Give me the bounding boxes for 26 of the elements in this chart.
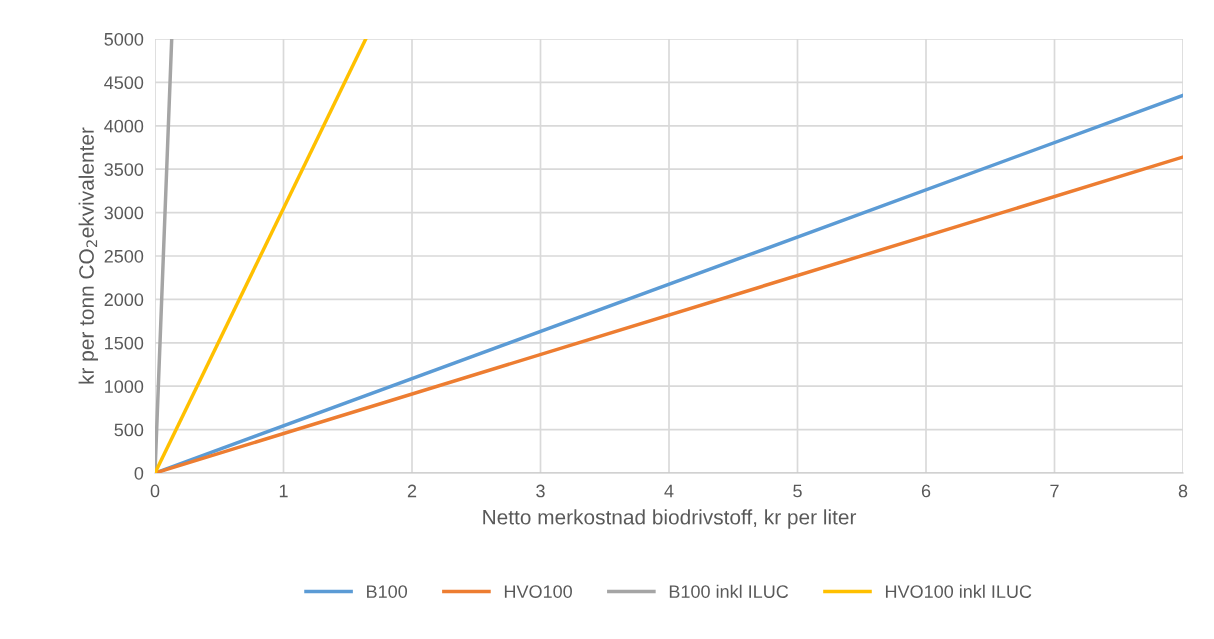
x-tick-label: 2 — [407, 484, 417, 498]
y-tick-label: 0 — [134, 466, 144, 480]
x-tick-label: 7 — [1050, 484, 1059, 498]
y-tick-label: 3000 — [104, 206, 144, 220]
x-tick-label: 8 — [1178, 484, 1188, 498]
y-tick-label: 2000 — [104, 293, 144, 307]
x-tick-label: 6 — [921, 484, 931, 498]
x-tick-label: 4 — [664, 484, 674, 498]
legend-label: HVO100 — [504, 585, 572, 598]
y-tick-label: 1500 — [105, 336, 144, 350]
y-tick-label: 4500 — [104, 76, 144, 90]
legend-label: HVO100 inkl ILUC — [885, 584, 1032, 598]
y-tick-label: 2500 — [104, 249, 144, 263]
x-tick-label: 3 — [536, 484, 545, 498]
y-tick-label: 4000 — [104, 119, 144, 133]
x-axis-title: Netto merkostnad biodrivstoff, kr per liter — [483, 509, 857, 529]
legend-label: B100 inkl ILUC — [669, 584, 789, 598]
x-tick-label: 5 — [793, 484, 802, 498]
x-tick-label: 0 — [150, 484, 160, 498]
y-axis-title: kr per tonn CO$_{2}$ekvivalenter — [78, 127, 99, 384]
y-tick-label: 3500 — [104, 163, 144, 176]
x-tick-label: 1 — [279, 484, 288, 498]
y-tick-label: 1000 — [105, 380, 144, 393]
y-tick-label: 5000 — [104, 32, 144, 46]
legend-label: B100 — [367, 585, 408, 598]
y-tick-label: 500 — [114, 423, 144, 437]
